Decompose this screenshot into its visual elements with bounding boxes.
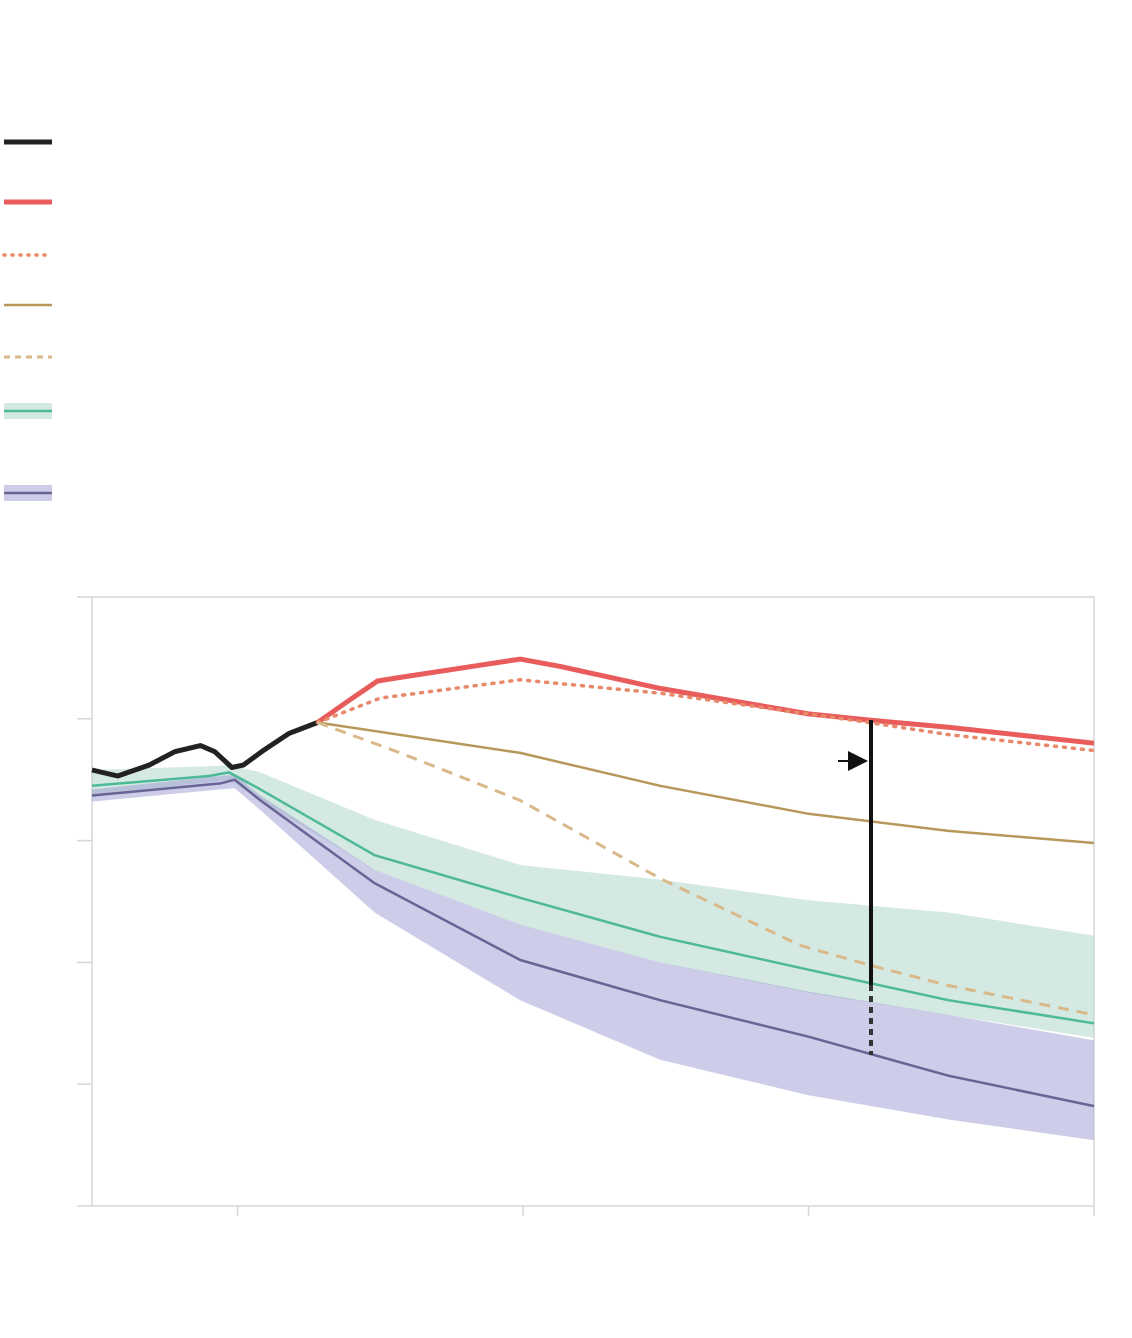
series-line xyxy=(91,720,319,779)
series-line xyxy=(315,678,1096,753)
band xyxy=(92,765,1094,1038)
series-line xyxy=(317,721,1095,845)
band xyxy=(92,774,1094,1141)
series-line xyxy=(91,778,1095,1108)
legend-item xyxy=(4,485,52,501)
plot-area xyxy=(77,596,1096,1216)
series-line xyxy=(316,721,1095,1017)
legend-item xyxy=(4,403,52,419)
plot-frame xyxy=(91,596,1095,1207)
series-line xyxy=(316,656,1095,746)
series-line xyxy=(91,771,1095,1025)
